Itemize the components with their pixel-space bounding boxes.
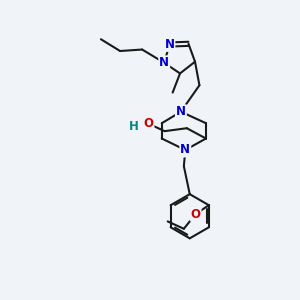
Text: O: O bbox=[143, 117, 154, 130]
Text: N: N bbox=[180, 143, 190, 157]
Text: O: O bbox=[190, 208, 201, 220]
Text: N: N bbox=[159, 56, 169, 69]
Text: H: H bbox=[129, 120, 139, 133]
Text: N: N bbox=[176, 105, 186, 118]
Text: N: N bbox=[164, 38, 175, 51]
